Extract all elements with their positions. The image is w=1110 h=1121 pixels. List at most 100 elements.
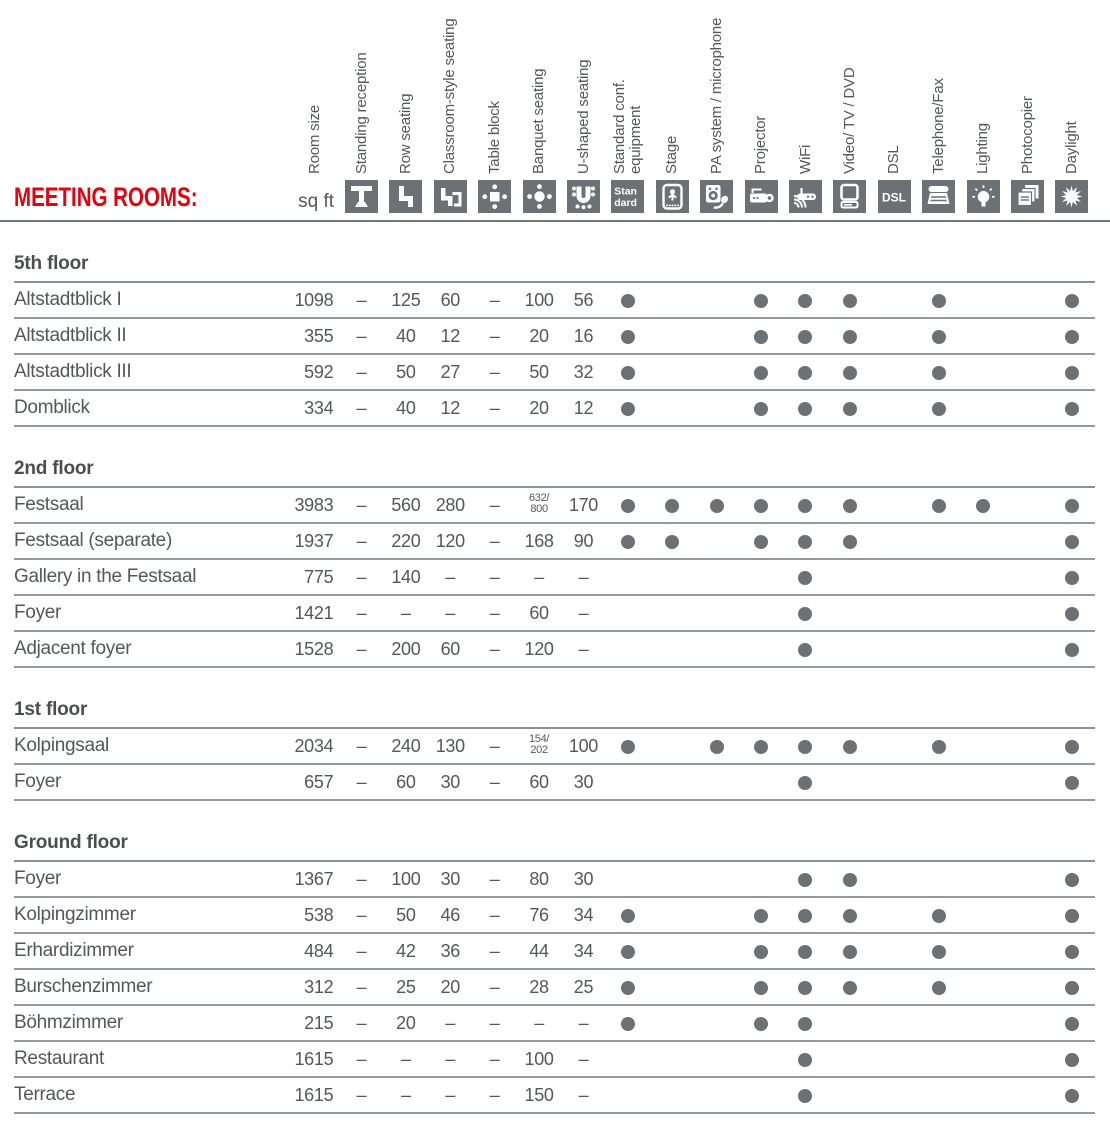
col-label-row: Row seating: [396, 93, 414, 174]
svg-text:Stan: Stan: [615, 186, 638, 198]
cell-video: [828, 362, 872, 383]
room-name: Altstadtblick III: [14, 361, 132, 382]
cell-classroom: –: [445, 566, 456, 587]
cell-video: [828, 905, 872, 926]
cell-banquet: 20: [529, 325, 549, 346]
daylight-dot: [1064, 872, 1079, 887]
wifi-dot: [798, 606, 813, 621]
cell-row: 100: [391, 868, 421, 889]
room-name: Foyer: [14, 771, 62, 792]
cell-classroom: 12: [440, 325, 461, 346]
cell-daylight: [1050, 736, 1094, 757]
cell-classroom: –: [445, 602, 456, 623]
cell-banquet: 50: [529, 361, 549, 382]
cell-tableblock: –: [489, 735, 500, 756]
room-row: Burschenzimmer 312 – 25 20 – 28 25: [14, 970, 1095, 1006]
wifi-dot: [798, 498, 813, 513]
room-name: Kolpingzimmer: [14, 904, 136, 925]
sqft-unit-label: sq ft: [298, 191, 334, 212]
cell-wifi: [783, 326, 827, 347]
cell-banquet: 28: [529, 976, 549, 997]
daylight-dot: [1064, 739, 1079, 754]
col-label-photocopier: Photocopier: [1018, 96, 1036, 174]
room-row: Foyer 1367 – 100 30 – 80 30: [14, 862, 1095, 898]
cell-classroom: 46: [440, 904, 461, 925]
dsl-icon: DSL: [877, 180, 911, 213]
room-row: Erhardizimmer 484 – 42 36 – 44 34: [14, 934, 1095, 970]
cell-ushaped: –: [578, 638, 589, 659]
cell-pa: [694, 736, 738, 757]
cell-ushaped: –: [578, 566, 589, 587]
cell-banquet: –: [534, 1012, 544, 1033]
room-row: Domblick 334 – 40 12 – 20 12: [14, 391, 1095, 427]
col-label-daylight: Daylight: [1062, 121, 1080, 174]
cell-video: [828, 326, 872, 347]
daylight-dot: [1064, 570, 1079, 585]
cell-standing: –: [356, 940, 367, 961]
wifi-dot: [798, 908, 813, 923]
video-dot: [842, 872, 857, 887]
room-row: Kolpingsaal 2034 – 240 130 – 154/202 100: [14, 729, 1095, 765]
projector-dot: [754, 944, 768, 959]
cell-lighting: [961, 495, 1005, 516]
cell-row: 25: [396, 976, 416, 997]
room-row: Foyer 1421 – – – – 60 –: [14, 596, 1095, 632]
cell-daylight: [1050, 639, 1094, 660]
room-row: Altstadtblick I 1098 – 125 60 – 100 56: [14, 283, 1095, 319]
cell-telfax: [916, 290, 960, 311]
room-name: Altstadtblick II: [14, 325, 127, 346]
wifi-dot: [798, 872, 813, 887]
cell-sqft: 1098: [294, 289, 334, 310]
cell-standing: –: [356, 397, 367, 418]
video-tv-dvd-icon: [833, 180, 867, 213]
cell-sqft: 312: [304, 976, 334, 997]
cell-sqft: 484: [304, 940, 334, 961]
cell-projector: [739, 941, 783, 962]
cell-video: [828, 977, 872, 998]
cell-wifi: [783, 362, 827, 383]
col-label-sqft: Room size: [306, 104, 323, 174]
cell-banquet: 120: [524, 638, 554, 659]
cell-wifi: [783, 736, 827, 757]
lighting-dot: [975, 498, 990, 513]
cell-telfax: [916, 326, 960, 347]
cell-daylight: [1050, 398, 1094, 419]
telfax-dot: [931, 365, 946, 380]
cell-telfax: [916, 905, 960, 926]
stage-icon: [655, 180, 689, 213]
room-name: Foyer: [14, 602, 62, 623]
cell-daylight: [1050, 326, 1094, 347]
cell-classroom: –: [445, 1084, 456, 1105]
room-name: Adjacent foyer: [14, 638, 132, 659]
pa-system-microphone-icon: [700, 180, 734, 213]
cell-classroom: 120: [435, 530, 465, 551]
cell-ushaped: 34: [573, 940, 594, 961]
floor-label: 2nd floor: [14, 458, 1095, 488]
cell-ushaped: 25: [573, 976, 594, 997]
stacked-value: 632/800: [528, 492, 550, 515]
wifi-dot: [798, 401, 813, 416]
video-dot: [842, 293, 857, 308]
video-dot: [842, 980, 857, 995]
cell-daylight: [1050, 1049, 1094, 1070]
telfax-dot: [931, 908, 946, 923]
cell-tableblock: –: [489, 602, 500, 623]
standard-dot: [620, 944, 635, 959]
table-header: MEETING ROOMS: sq ft Room size Standing r…: [0, 0, 1110, 222]
floor-label: Ground floor: [14, 832, 1095, 862]
cell-standard: [606, 362, 650, 383]
col-label-projector: Projector: [752, 115, 770, 174]
projector-dot: [754, 534, 768, 549]
telfax-dot: [931, 401, 946, 416]
cell-banquet: –: [534, 566, 544, 587]
cell-daylight: [1050, 941, 1094, 962]
wifi-dot: [798, 775, 813, 790]
room-row: Restaurant 1615 – – – – 100 –: [14, 1042, 1095, 1078]
wifi-dot: [798, 1052, 813, 1067]
cell-tableblock: –: [489, 1048, 500, 1069]
cell-telfax: [916, 398, 960, 419]
daylight-dot: [1064, 365, 1079, 380]
cell-tableblock: –: [489, 771, 500, 792]
projector-dot: [754, 739, 768, 754]
cell-wifi: [783, 1013, 827, 1034]
